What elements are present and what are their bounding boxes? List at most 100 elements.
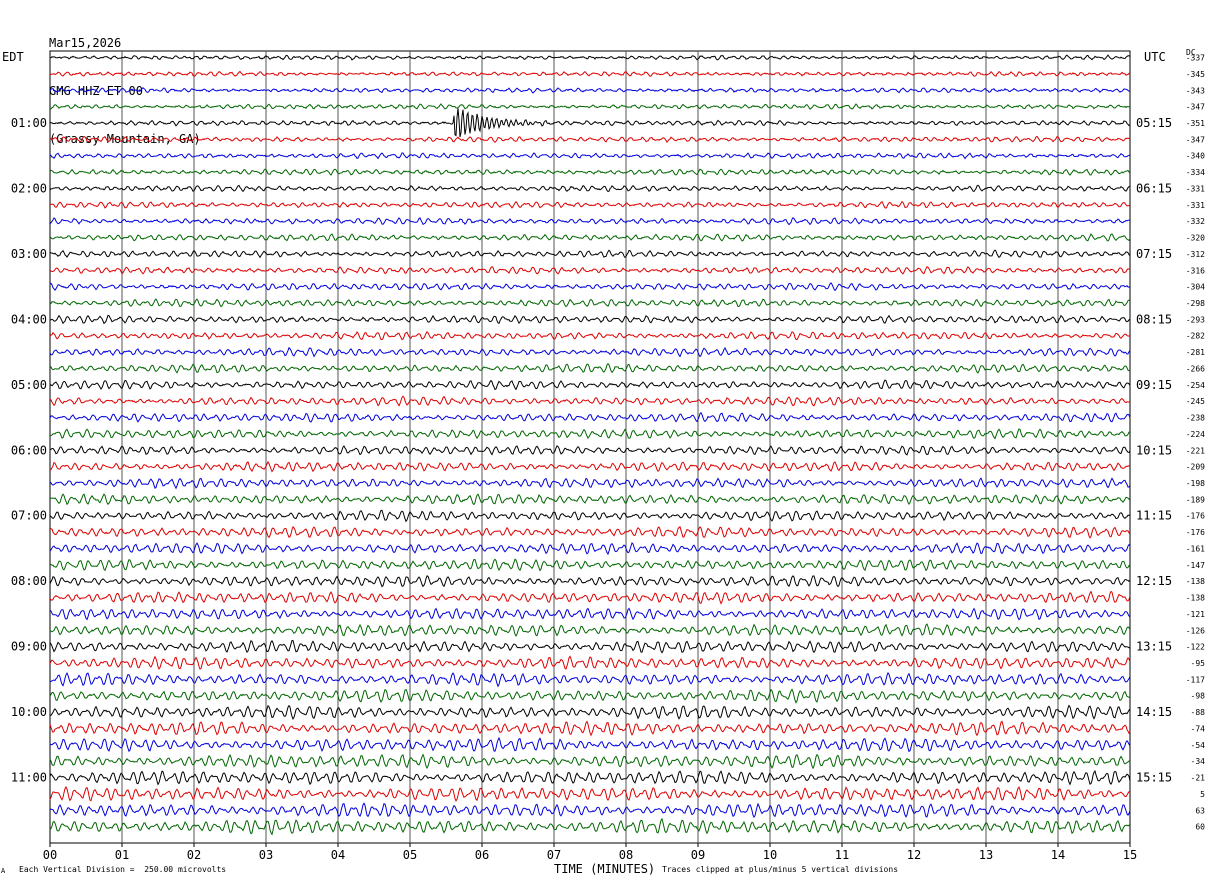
left-hour-label: 02:00 [11, 181, 47, 195]
dc-offset-value: -332 [1186, 217, 1205, 226]
dc-offset-value: -293 [1186, 315, 1205, 324]
left-timezone-label: EDT [2, 50, 24, 64]
x-tick-label: 14 [1051, 848, 1065, 862]
trace-row [49, 152, 1131, 160]
trace-row [49, 526, 1131, 539]
dc-offset-value: -121 [1186, 610, 1205, 619]
trace-row [49, 233, 1131, 242]
right-hour-labels: 05:15 06:15 07:15 08:15 09:15 10:15 11:15 12:15… [1136, 116, 1172, 785]
dc-offset-value: -189 [1186, 495, 1205, 504]
x-tick-label: 09 [691, 848, 705, 862]
trace-row [49, 362, 1131, 374]
dc-offset-value: -298 [1186, 299, 1205, 308]
dc-offset-value: 5 [1200, 790, 1205, 799]
seismic-traces [49, 54, 1131, 836]
dc-offset-value: -331 [1186, 201, 1205, 210]
trace-row [49, 103, 1131, 110]
right-hour-label: 06:15 [1136, 181, 1172, 195]
trace-row [49, 282, 1131, 292]
clip-note: Traces clipped at plus/minus 5 vertical … [662, 865, 899, 874]
dc-offset-value: -126 [1186, 626, 1205, 635]
x-tick-label: 01 [115, 848, 129, 862]
left-hour-label: 08:00 [11, 574, 47, 588]
trace-row [49, 688, 1131, 704]
right-hour-label: 12:15 [1136, 574, 1172, 588]
trace-row [49, 623, 1131, 637]
trace-row [49, 607, 1131, 621]
dc-offset-value: 63 [1195, 806, 1205, 815]
dc-offset-value: -209 [1186, 463, 1205, 472]
trace-row [49, 542, 1131, 556]
dc-offset-value: -34 [1191, 757, 1206, 766]
dc-offset-value: -347 [1186, 135, 1205, 144]
dc-offset-value: -95 [1191, 659, 1206, 668]
x-tick-label: 04 [331, 848, 345, 862]
dc-offset-value: -74 [1191, 724, 1206, 733]
left-hour-label: 03:00 [11, 247, 47, 261]
trace-row [49, 720, 1131, 737]
trace-row [49, 704, 1131, 721]
right-hour-label: 08:15 [1136, 312, 1172, 326]
trace-row [49, 395, 1131, 407]
trace-row [49, 135, 1131, 144]
dc-offset-value: -312 [1186, 250, 1205, 259]
trace-row [49, 477, 1131, 490]
dc-offset-value: -347 [1186, 103, 1205, 112]
dc-offset-value: -245 [1186, 397, 1205, 406]
trace-row [49, 184, 1131, 193]
trace-row [49, 509, 1131, 523]
x-tick-label: 12 [907, 848, 921, 862]
dc-offset-value: -176 [1186, 528, 1205, 537]
dc-offset-value: -316 [1186, 266, 1205, 275]
dc-offset-value: -98 [1191, 692, 1206, 701]
dc-offset-value: -343 [1186, 86, 1205, 95]
dc-offset-value: -161 [1186, 544, 1205, 553]
trace-row [49, 460, 1131, 473]
dc-offset-value: -281 [1186, 348, 1205, 357]
trace-row [49, 770, 1131, 786]
trace-row [49, 314, 1131, 325]
dc-offset-value: -224 [1186, 430, 1205, 439]
x-tick-label: 08 [619, 848, 633, 862]
dc-offset-labels: -337-345-343-347-351-347-340-334-331-331… [1186, 54, 1205, 832]
x-tick-label: 06 [475, 848, 489, 862]
dc-offset-value: -331 [1186, 184, 1205, 193]
trace-row [50, 70, 1131, 77]
trace-row [49, 753, 1131, 770]
trace-row [49, 266, 1131, 275]
left-hour-label: 09:00 [11, 640, 47, 654]
dc-offset-value: -266 [1186, 364, 1205, 373]
trace-row [49, 590, 1131, 605]
x-tick-label: 15 [1123, 848, 1137, 862]
dc-offset-value: -122 [1186, 643, 1205, 652]
left-hour-label: 04:00 [11, 312, 47, 326]
dc-offset-value: -147 [1186, 561, 1205, 570]
trace-row [49, 802, 1131, 819]
trace-row [49, 346, 1131, 358]
dc-offset-value: -340 [1186, 152, 1205, 161]
dc-offset-value: -221 [1186, 446, 1205, 455]
dc-offset-value: -254 [1186, 381, 1205, 390]
x-tick-label: 05 [403, 848, 417, 862]
left-hour-label: 05:00 [11, 378, 47, 392]
dc-offset-value: -282 [1186, 332, 1205, 341]
trace-row [49, 379, 1131, 391]
right-hour-label: 14:15 [1136, 705, 1172, 719]
dc-label: DC [1186, 48, 1196, 57]
trace-row [49, 817, 1131, 836]
left-hour-label: 07:00 [11, 509, 47, 523]
station-code: GMG HHZ ET 00 [49, 84, 143, 98]
scale-note: Each Vertical Division = 250.00 microvol… [19, 865, 227, 874]
right-hour-label: 11:15 [1136, 509, 1172, 523]
trace-row [49, 493, 1131, 506]
trace-row [49, 108, 1131, 138]
trace-row [49, 575, 1131, 588]
x-tick-label: 00 [43, 848, 57, 862]
trace-row [49, 330, 1131, 341]
right-hour-label: 15:15 [1136, 771, 1172, 785]
dc-offset-value: -138 [1186, 577, 1205, 586]
corner-mark: A [1, 867, 6, 875]
x-axis-title: TIME (MINUTES) [554, 862, 656, 876]
x-tick-label: 13 [979, 848, 993, 862]
